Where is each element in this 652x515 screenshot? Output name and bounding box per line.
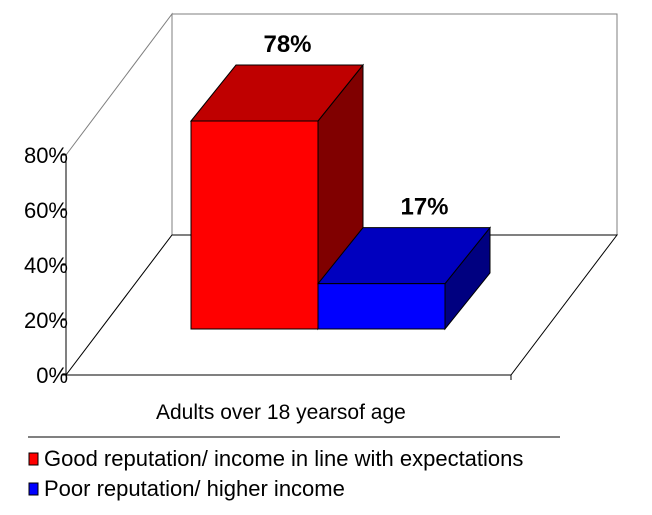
legend-label: Poor reputation/ higher income bbox=[44, 476, 345, 501]
legend-label: Good reputation/ income in line with exp… bbox=[44, 446, 523, 471]
x-category-label: Adults over 18 yearsof age bbox=[156, 401, 406, 424]
bar-front-face bbox=[190, 120, 319, 330]
legend-box bbox=[28, 436, 650, 514]
data-label: 78% bbox=[263, 31, 311, 58]
legend: Good reputation/ income in line with exp… bbox=[28, 436, 650, 514]
bar-1 bbox=[189, 63, 365, 331]
y-axis-ticks: 0%20%40%60%80% bbox=[24, 143, 68, 388]
data-label: 17% bbox=[400, 194, 448, 221]
y-tick-label: 80% bbox=[24, 143, 68, 168]
data-labels: 78% 17% bbox=[263, 31, 448, 221]
legend-swatch bbox=[28, 482, 39, 496]
y-tick-label: 20% bbox=[24, 308, 68, 333]
bars bbox=[189, 63, 492, 331]
bar-2 bbox=[316, 226, 492, 331]
y-tick-label: 40% bbox=[24, 253, 68, 278]
bar-front-face bbox=[317, 283, 446, 330]
y-tick-label: 60% bbox=[24, 198, 68, 223]
legend-swatch bbox=[28, 452, 39, 466]
